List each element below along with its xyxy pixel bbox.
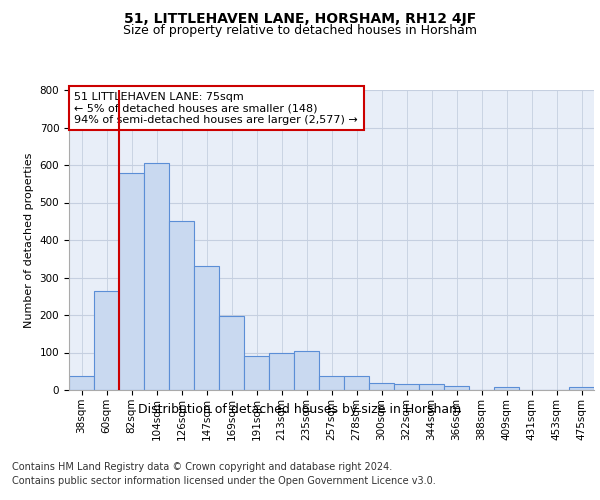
Text: 51 LITTLEHAVEN LANE: 75sqm
← 5% of detached houses are smaller (148)
94% of semi: 51 LITTLEHAVEN LANE: 75sqm ← 5% of detac…: [74, 92, 358, 124]
Bar: [194, 266, 219, 390]
Bar: [494, 387, 519, 390]
Bar: [394, 384, 419, 390]
Bar: [294, 350, 319, 390]
Bar: [244, 356, 269, 390]
Bar: [269, 352, 294, 390]
Text: Contains HM Land Registry data © Crown copyright and database right 2024.: Contains HM Land Registry data © Crown c…: [12, 462, 392, 472]
Text: 51, LITTLEHAVEN LANE, HORSHAM, RH12 4JF: 51, LITTLEHAVEN LANE, HORSHAM, RH12 4JF: [124, 12, 476, 26]
Bar: [319, 376, 344, 390]
Bar: [344, 376, 369, 390]
Bar: [569, 387, 594, 390]
Y-axis label: Number of detached properties: Number of detached properties: [24, 152, 34, 328]
Bar: [219, 316, 244, 390]
Bar: [94, 290, 119, 390]
Bar: [444, 386, 469, 390]
Text: Distribution of detached houses by size in Horsham: Distribution of detached houses by size …: [139, 402, 461, 415]
Bar: [369, 383, 394, 390]
Text: Contains public sector information licensed under the Open Government Licence v3: Contains public sector information licen…: [12, 476, 436, 486]
Bar: [419, 384, 444, 390]
Bar: [144, 163, 169, 390]
Bar: [119, 172, 144, 390]
Text: Size of property relative to detached houses in Horsham: Size of property relative to detached ho…: [123, 24, 477, 37]
Bar: [169, 221, 194, 390]
Bar: [69, 376, 94, 390]
